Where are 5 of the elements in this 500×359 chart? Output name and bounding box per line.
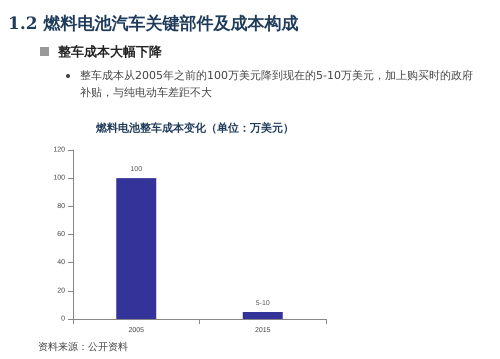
text: 1.2 燃料电池汽车关键部件及成本构成 (8, 13, 298, 35)
text: 整车成本从2005年之前的100万美元降到现在的5-10万美元，加上购买时的政府补贴，与纯电动车差距不大 (80, 68, 474, 101)
text: 资料来源：公开资料 (38, 340, 128, 354)
text: 整车成本大幅下降 (58, 44, 162, 61)
chart-title: 燃料电池整车成本变化（单位：万美元） (95, 122, 294, 134)
